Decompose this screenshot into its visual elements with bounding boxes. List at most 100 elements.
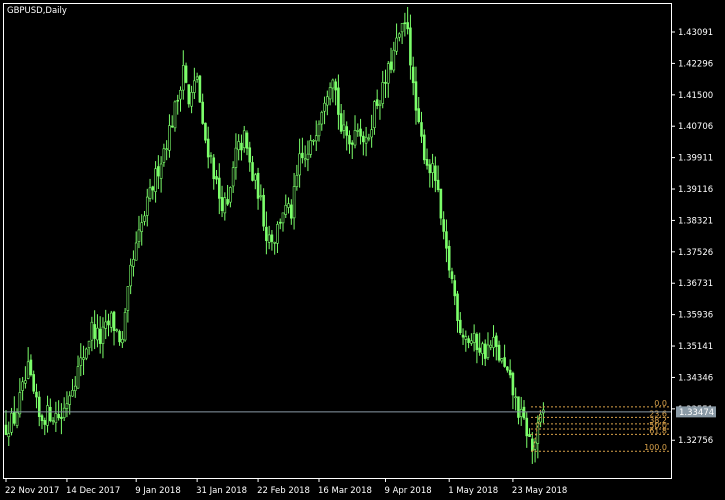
- x-tick-label: 16 Mar 2018: [318, 486, 372, 496]
- candle-body: [514, 396, 517, 399]
- time-axis: 22 Nov 2017 14 Dec 2017 9 Jan 2018 31 Jan 2…: [5, 478, 567, 496]
- candle-body: [428, 164, 432, 174]
- candle-body: [220, 197, 224, 211]
- candle-body: [217, 177, 221, 199]
- candle-body: [65, 403, 69, 409]
- candle-body: [157, 166, 160, 177]
- candles: [4, 6, 545, 464]
- y-tick-label: 1.40706: [678, 122, 713, 132]
- candle-body: [24, 380, 27, 384]
- candle-body: [461, 334, 465, 338]
- candle-body: [395, 37, 398, 52]
- y-tick-label: 1.39911: [678, 154, 713, 164]
- candle-body: [364, 136, 368, 144]
- candle-body: [478, 347, 481, 353]
- candle-body: [181, 65, 185, 91]
- candle-body: [453, 280, 457, 297]
- candle-body: [348, 135, 351, 145]
- candle-body: [93, 324, 96, 339]
- candle-body: [409, 27, 412, 66]
- candle-body: [331, 79, 335, 89]
- candle-body: [456, 293, 459, 321]
- candle-body: [32, 374, 36, 392]
- candle-body: [356, 130, 360, 132]
- candle-body: [98, 328, 102, 344]
- candle-body: [375, 99, 379, 106]
- candle-body: [206, 138, 210, 158]
- candle-body: [126, 286, 130, 311]
- candle-body: [49, 406, 52, 422]
- candle-body: [434, 165, 437, 181]
- candle-body: [145, 196, 149, 216]
- candle-body: [445, 231, 448, 249]
- candle-body: [229, 187, 232, 203]
- candle-body: [104, 321, 108, 329]
- fib-level-label: 0.0: [654, 399, 667, 408]
- candle-body: [112, 311, 116, 331]
- candle-body: [115, 329, 119, 332]
- candle-body: [314, 135, 318, 142]
- candle-body: [7, 433, 11, 438]
- y-tick-label: 1.41500: [678, 91, 713, 101]
- candle-body: [85, 348, 88, 359]
- candle-body: [353, 130, 357, 146]
- candle-body: [345, 126, 349, 136]
- candle-body: [431, 163, 434, 173]
- candle-body: [411, 66, 415, 84]
- y-tick-label: 1.42296: [678, 59, 713, 69]
- candle-body: [370, 129, 373, 138]
- candle-body: [159, 163, 163, 179]
- candle-body: [270, 234, 274, 242]
- y-tick-label: 1.43091: [678, 28, 713, 38]
- candle-body: [320, 112, 324, 125]
- candle-body: [168, 125, 171, 151]
- candle-body: [334, 81, 337, 91]
- candle-body: [312, 140, 315, 142]
- candle-body: [403, 22, 407, 25]
- fib-level-label: 23.6: [649, 409, 667, 418]
- candle-body: [326, 96, 329, 106]
- candle-body: [389, 61, 393, 70]
- candle-body: [284, 205, 288, 215]
- candle-body: [231, 167, 235, 187]
- current-price-tag: [676, 406, 716, 418]
- candle-body: [381, 82, 385, 104]
- candle-body: [458, 319, 462, 334]
- candle-body: [470, 340, 473, 344]
- y-tick-label: 1.39116: [678, 185, 713, 195]
- candle-body: [129, 264, 132, 287]
- candle-body: [143, 215, 146, 222]
- candle-body: [237, 141, 240, 151]
- candle-body: [539, 413, 542, 423]
- x-tick-label: 22 Nov 2017: [5, 486, 59, 496]
- price-axis: 1.43091 1.42296 1.41500 1.40706 1.39911 1.391…: [671, 28, 713, 446]
- candle-body: [101, 326, 105, 344]
- candle-body: [21, 381, 24, 391]
- candle-body: [201, 101, 204, 124]
- candle-body: [503, 357, 506, 367]
- candle-body: [123, 312, 127, 341]
- candle-body: [417, 108, 421, 123]
- candle-body: [420, 122, 423, 137]
- candle-body: [193, 80, 196, 93]
- candle-body: [450, 271, 454, 280]
- candle-body: [492, 337, 495, 348]
- candle-body: [26, 361, 30, 379]
- candle-body: [262, 194, 265, 227]
- candle-body: [384, 81, 387, 84]
- candle-body: [517, 396, 520, 418]
- candle-body: [118, 331, 121, 343]
- candle-body: [198, 75, 202, 103]
- candle-body: [400, 23, 404, 33]
- y-tick-label: 1.32756: [678, 436, 713, 446]
- candle-body: [46, 405, 49, 426]
- fibonacci-retracement[interactable]: 0.023.638.250.061.8 100.0: [531, 399, 669, 452]
- candle-body: [176, 99, 180, 102]
- candle-body: [242, 130, 246, 149]
- candle-body: [215, 176, 218, 180]
- y-tick-label: 1.35936: [678, 311, 713, 321]
- candle-body: [447, 245, 451, 271]
- candle-body: [240, 142, 243, 151]
- candle-body: [29, 359, 33, 376]
